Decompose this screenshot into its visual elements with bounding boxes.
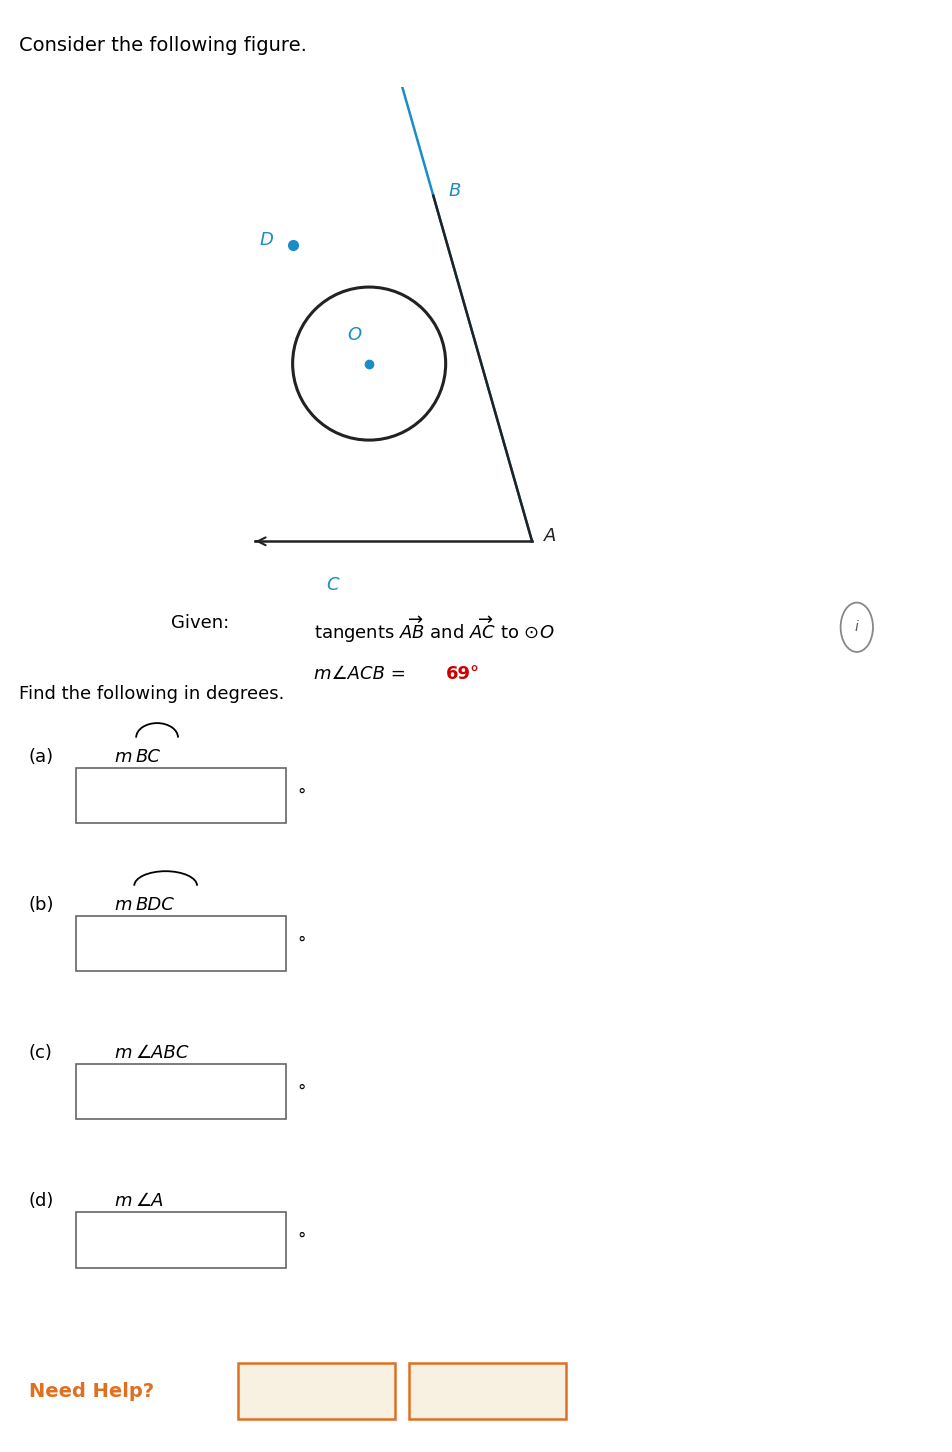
Text: Given:: Given: — [171, 614, 229, 632]
Text: i: i — [855, 620, 859, 635]
Text: B: B — [448, 182, 461, 200]
Text: Find the following in degrees.: Find the following in degrees. — [19, 685, 285, 703]
Bar — [409, 1363, 566, 1419]
Bar — [238, 1363, 395, 1419]
Text: Master It: Master It — [449, 1384, 526, 1398]
Text: D: D — [259, 231, 273, 250]
Text: tangents $\overrightarrow{AB}$ and $\overrightarrow{AC}$ to $\odot$$O$: tangents $\overrightarrow{AB}$ and $\ove… — [314, 614, 555, 645]
Text: ∠A: ∠A — [135, 1192, 164, 1210]
Text: BDC: BDC — [135, 896, 174, 913]
Bar — [76, 1064, 286, 1119]
Text: m: m — [114, 748, 131, 765]
Text: Read It: Read It — [286, 1384, 347, 1398]
Text: 69°: 69° — [446, 665, 480, 682]
Text: A: A — [545, 527, 557, 546]
Text: (b): (b) — [29, 896, 54, 913]
Text: O: O — [347, 325, 362, 344]
Text: °: ° — [297, 1231, 306, 1249]
Text: ∠ABC: ∠ABC — [135, 1044, 188, 1061]
Text: (a): (a) — [29, 748, 53, 765]
Text: m: m — [114, 896, 131, 913]
Text: °: ° — [297, 1083, 306, 1101]
Text: Consider the following figure.: Consider the following figure. — [19, 36, 307, 55]
Text: Need Help?: Need Help? — [29, 1381, 153, 1401]
Text: (c): (c) — [29, 1044, 52, 1061]
Text: BC: BC — [135, 748, 160, 765]
Text: C: C — [326, 576, 339, 594]
Text: °: ° — [297, 787, 306, 804]
Bar — [76, 916, 286, 971]
Text: (d): (d) — [29, 1192, 54, 1210]
Text: m: m — [114, 1044, 131, 1061]
Text: °: ° — [297, 935, 306, 953]
Text: m∠ACB =: m∠ACB = — [314, 665, 412, 682]
Bar — [76, 1212, 286, 1268]
Bar — [76, 768, 286, 823]
Text: m: m — [114, 1192, 131, 1210]
